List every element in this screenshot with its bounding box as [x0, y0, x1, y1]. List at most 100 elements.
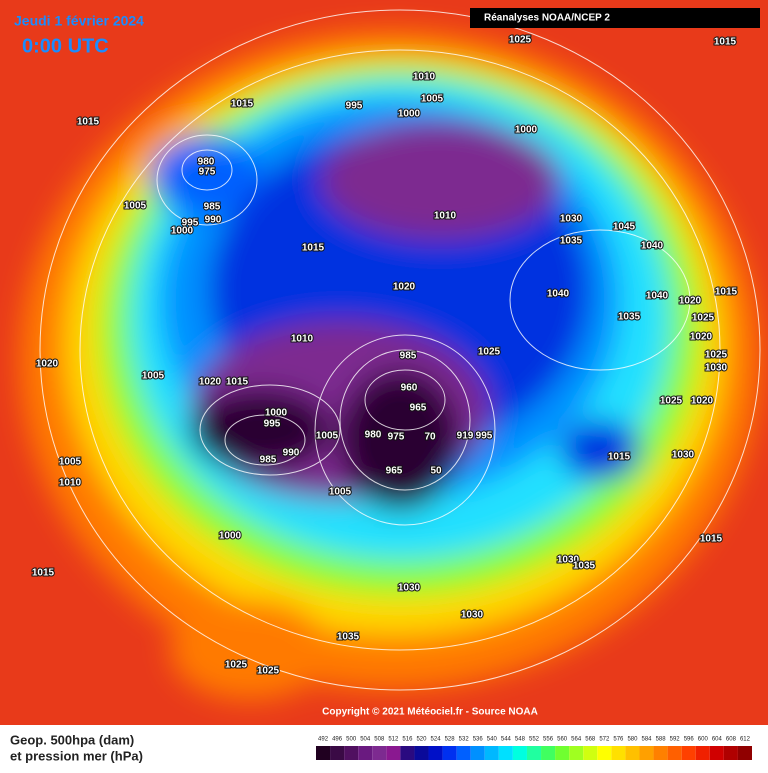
isobar-label: 995 — [346, 101, 363, 112]
legend-label: 592 — [670, 737, 681, 743]
isobar-label: 1030 — [557, 555, 580, 566]
legend-label: 588 — [656, 737, 667, 743]
isobar-label: 1025 — [692, 313, 715, 324]
legend-swatch — [414, 746, 429, 760]
legend-label: 596 — [684, 737, 695, 743]
legend-swatch — [653, 746, 668, 760]
isobar-label: 960 — [401, 383, 418, 394]
band — [190, 390, 330, 470]
isobar-label: 1020 — [36, 359, 59, 370]
legend-label: 572 — [599, 737, 610, 743]
isobar-line — [339, 349, 471, 491]
isobar-label: 995 — [476, 431, 493, 442]
isobar-label: 1015 — [226, 377, 249, 388]
isobar-labels: 1015 1025 1015 1015 1010 995 1005 1000 1000 980 97… — [31, 34, 739, 678]
isobar-label: 1010 — [291, 334, 314, 345]
legend-label: 608 — [726, 737, 737, 743]
isobar-label: 1030 — [705, 363, 728, 374]
isobar-label: 50 — [430, 466, 442, 477]
isobar-label: 975 — [388, 432, 405, 443]
isobar-label: 1035 — [573, 561, 596, 572]
isobar-label: 1040 — [646, 291, 669, 302]
legend-swatch — [737, 746, 752, 760]
legend-label: 544 — [501, 737, 512, 743]
isobar-label: 1025 — [705, 350, 728, 361]
isobar-label: 1015 — [608, 452, 631, 463]
legend-label: 516 — [402, 737, 413, 743]
isobar-line — [224, 414, 306, 466]
isobar-line — [509, 229, 691, 371]
isobar-label: 965 — [386, 466, 403, 477]
isobar-label: 1015 — [715, 287, 738, 298]
legend-label: 508 — [374, 737, 385, 743]
isobar-label: 980 — [365, 430, 382, 441]
isobar-label: 1030 — [560, 214, 583, 225]
legend-label: 536 — [473, 737, 484, 743]
isobar-line — [39, 9, 761, 691]
field: 1015 1025 1015 1015 1010 995 1005 1000 1000 980 97… — [0, 0, 768, 725]
isobar-label: 1030 — [398, 583, 421, 594]
isobar-label: 1000 — [219, 531, 242, 542]
legend-swatch — [386, 746, 401, 760]
isobar-label: 1035 — [560, 236, 583, 247]
isobar-line — [181, 149, 233, 191]
source: Réanalyses NOAA/NCEP 2 — [484, 13, 610, 24]
isobar-label: 1005 — [316, 431, 339, 442]
legend-label: 580 — [627, 737, 638, 743]
time: 0:00 UTC — [22, 35, 109, 57]
isobar-label: 1015 — [700, 534, 723, 545]
legend-swatch — [498, 746, 513, 760]
isobar-label: 1030 — [672, 450, 695, 461]
legend-swatch — [611, 746, 626, 760]
legend-label: 528 — [445, 737, 456, 743]
isobar-label: 1040 — [641, 241, 664, 252]
isobar-label: 1015 — [231, 99, 254, 110]
legend-swatch — [484, 746, 499, 760]
legend-swatch — [569, 746, 584, 760]
isobar-label: 1005 — [59, 457, 82, 468]
isobar-label: 1025 — [257, 666, 280, 677]
legend-swatch — [526, 746, 542, 760]
legend-swatch — [358, 746, 373, 760]
legend-label: 496 — [332, 737, 343, 743]
isobar-label: 1020 — [199, 377, 222, 388]
legend-swatch — [372, 746, 387, 760]
legend-swatch — [428, 746, 443, 760]
isobar-label: 1005 — [142, 371, 165, 382]
legend-label: 500 — [346, 737, 357, 743]
band — [170, 600, 330, 700]
band — [150, 135, 260, 215]
isobar-label: 965 — [410, 403, 427, 414]
legend-label: 568 — [585, 737, 596, 743]
legend-label: 492 — [318, 737, 329, 743]
isobar-label: 1015 — [32, 568, 55, 579]
legend-label: 564 — [571, 737, 582, 743]
isobar-label: 1020 — [690, 332, 713, 343]
isobar-label: 990 — [205, 215, 222, 226]
isobar-line — [79, 49, 721, 651]
legend-swatch — [695, 746, 710, 760]
isobar-label: 1040 — [547, 289, 570, 300]
isobar-label: 1025 — [660, 396, 683, 407]
legend: 492 496 500 504 508 512 516 520 524 528 532 536 540 5… — [316, 737, 752, 760]
isobar-label: 1005 — [329, 487, 352, 498]
isobar-label: 1000 — [171, 226, 194, 237]
geopotential — [20, 30, 760, 700]
legend-label: 524 — [431, 737, 442, 743]
legend-label: 532 — [459, 737, 470, 743]
legend-label: 520 — [416, 737, 427, 743]
legend-swatch — [625, 746, 640, 760]
band — [340, 370, 460, 510]
isobar-line — [156, 134, 258, 226]
band — [320, 120, 560, 240]
legend-swatch — [681, 746, 696, 760]
legend-label: 512 — [388, 737, 399, 743]
legend-label: 540 — [487, 737, 498, 743]
isobar-label: 995 — [264, 419, 281, 430]
isobar-label: 1035 — [337, 632, 360, 643]
legend-label: 560 — [557, 737, 568, 743]
isobar-label: 1025 — [509, 35, 532, 46]
isobar-label: 1010 — [413, 72, 436, 83]
legend-label: 556 — [543, 737, 554, 743]
